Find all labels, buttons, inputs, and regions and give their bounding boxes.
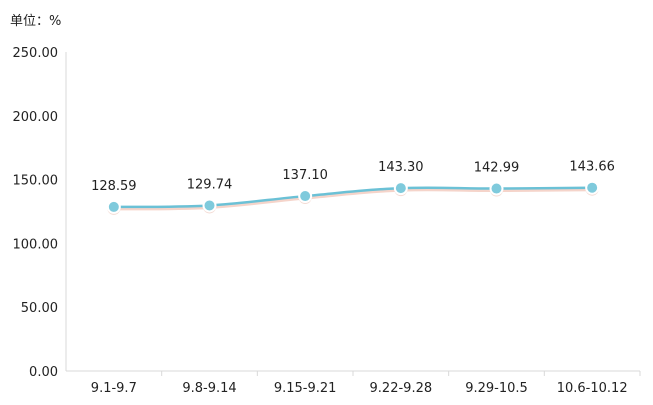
- data-point: [489, 181, 504, 196]
- unit-label: 单位：%: [10, 14, 62, 29]
- series-line: [112, 186, 594, 209]
- x-tick-label: 9.8-9.14: [182, 381, 236, 396]
- x-tick-label: 9.1-9.7: [91, 381, 137, 396]
- data-point: [298, 189, 313, 204]
- data-label: 129.74: [187, 177, 233, 192]
- y-tick-label: 200.00: [13, 110, 59, 125]
- data-point: [393, 181, 408, 196]
- data-label: 137.10: [282, 168, 328, 183]
- data-point: [106, 199, 121, 214]
- x-tick-label: 9.15-9.21: [274, 381, 337, 396]
- data-label: 143.30: [378, 160, 424, 175]
- y-tick-label: 150.00: [13, 174, 59, 189]
- x-tick-label: 9.22-9.28: [370, 381, 433, 396]
- y-tick-label: 250.00: [13, 46, 59, 61]
- series-line-shadow: [112, 188, 594, 211]
- y-tick-label: 100.00: [13, 237, 59, 252]
- data-point: [585, 180, 600, 195]
- data-label: 142.99: [474, 161, 520, 176]
- data-label: 128.59: [91, 179, 137, 194]
- data-point: [202, 198, 217, 213]
- x-tick-label: 9.29-10.5: [465, 381, 528, 396]
- data-label: 143.66: [569, 160, 615, 175]
- y-tick-label: 50.00: [21, 301, 58, 316]
- y-tick-label: 0.00: [29, 365, 58, 380]
- x-tick-label: 10.6-10.12: [557, 381, 628, 396]
